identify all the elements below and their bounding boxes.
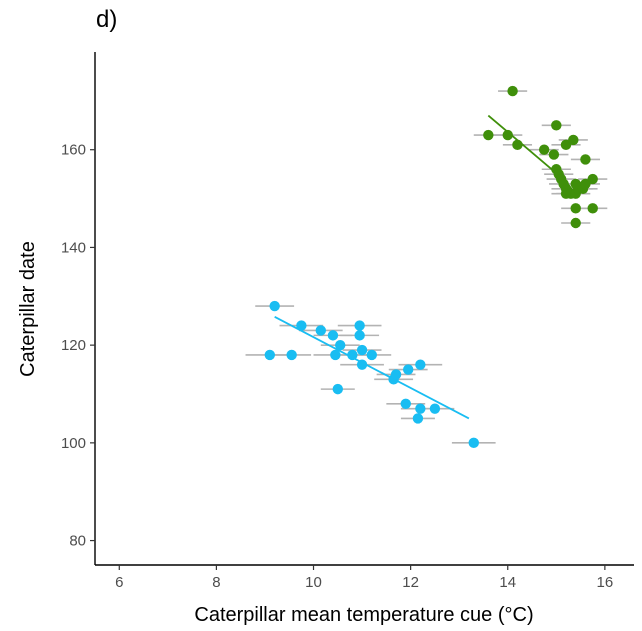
data-point-s0-5: [327, 330, 339, 341]
data-point-s1-2: [502, 129, 513, 141]
fit-line-s0: [274, 316, 470, 420]
y-tick-label: 120: [61, 337, 86, 354]
fit-line-layer: [274, 114, 591, 420]
x-axis-title: Caterpillar mean temperature cue (°C): [194, 604, 533, 626]
data-point-s1-4: [538, 144, 550, 155]
panel-label: d): [96, 6, 118, 33]
data-point-s0-7: [335, 339, 346, 351]
data-point-s0-17: [403, 364, 414, 375]
y-tick-label: 80: [69, 533, 86, 550]
data-point-s0-9: [347, 349, 358, 361]
data-point-s1-24: [587, 203, 598, 214]
data-point-s0-0: [269, 300, 280, 312]
data-point-s0-16: [390, 369, 402, 380]
data-point-s1-9: [580, 154, 591, 165]
data-point-s1-21: [580, 178, 591, 190]
y-tick-label: 100: [61, 435, 86, 452]
x-tick-label: 10: [305, 574, 322, 591]
data-point-s0-8: [332, 383, 343, 395]
data-point-s1-8: [568, 134, 579, 146]
y-tick-label: 140: [61, 239, 86, 256]
axes-layer: 6 8 10 12 14 16 80 100 120 140 160: [61, 52, 634, 591]
data-point-s0-21: [412, 413, 424, 424]
y-tick-label: 160: [61, 142, 86, 159]
data-point-s0-22: [429, 403, 441, 414]
x-tick-label: 6: [115, 574, 123, 591]
data-point-s1-19: [570, 178, 581, 190]
data-point-s1-5: [551, 120, 562, 131]
data-point-s0-11: [354, 330, 365, 341]
data-point-s1-6: [548, 149, 560, 160]
data-point-s0-4: [315, 325, 326, 336]
data-point-s0-20: [415, 403, 426, 414]
x-tick-label: 8: [212, 574, 220, 591]
errorbar-layer: [245, 90, 608, 444]
data-point-s1-7: [560, 139, 572, 151]
data-point-s0-13: [356, 359, 368, 370]
data-point-s0-3: [296, 320, 307, 331]
data-point-s1-23: [570, 203, 581, 214]
data-point-s1-3: [512, 139, 523, 151]
data-point-s0-23: [468, 437, 479, 449]
data-point-s0-12: [356, 344, 368, 356]
x-tick-label: 16: [597, 574, 614, 591]
data-point-s1-0: [507, 85, 518, 97]
data-point-s1-1: [483, 129, 494, 141]
data-point-s1-22: [587, 173, 598, 185]
x-tick-label: 12: [402, 574, 419, 591]
data-point-s0-19: [400, 398, 411, 409]
data-point-s0-10: [354, 320, 365, 331]
data-point-s0-2: [286, 349, 297, 361]
data-point-s0-18: [415, 359, 426, 370]
data-point-s1-25: [570, 217, 581, 229]
data-point-s0-1: [264, 349, 276, 361]
data-point-s0-14: [366, 349, 377, 361]
data-point-s0-6: [330, 349, 341, 361]
x-tick-label: 14: [499, 574, 516, 591]
point-layer: [264, 85, 598, 449]
y-axis-title: Caterpillar date: [17, 241, 39, 377]
